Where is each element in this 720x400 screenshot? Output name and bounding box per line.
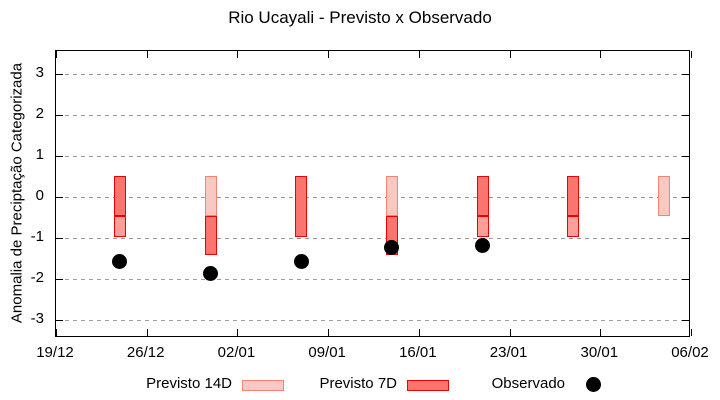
observed-dot xyxy=(475,237,491,253)
x-tick-mark xyxy=(146,329,148,336)
forecast-bar-segment xyxy=(113,175,126,217)
forecast-bar-segment xyxy=(204,216,217,256)
gridline xyxy=(57,115,688,117)
y-tick-mark xyxy=(56,156,63,158)
x-tick-label: 26/12 xyxy=(126,344,165,361)
x-tick-mark xyxy=(600,51,602,58)
gridline xyxy=(57,196,688,198)
x-tick-mark xyxy=(328,51,330,58)
y-tick-mark xyxy=(682,156,689,158)
x-tick-label: 06/02 xyxy=(671,344,709,361)
y-tick-label: -2 xyxy=(30,268,44,286)
gridline xyxy=(57,156,688,158)
forecast-bar-segment xyxy=(476,216,489,237)
observed-dot xyxy=(293,253,309,269)
x-tick-mark xyxy=(691,329,692,336)
forecast-bar-segment xyxy=(567,175,580,217)
y-tick-mark xyxy=(56,237,63,239)
forecast-bar-segment xyxy=(295,175,308,237)
x-tick-label: 19/12 xyxy=(36,344,74,361)
x-tick-mark xyxy=(418,329,420,336)
forecast-bar-segment xyxy=(567,216,580,237)
y-tick-label: 0 xyxy=(35,186,44,204)
gridline xyxy=(57,278,688,280)
forecast-bar-segment xyxy=(476,175,489,217)
gridline xyxy=(57,319,688,321)
gridline xyxy=(57,74,688,76)
y-tick-label: 1 xyxy=(35,146,44,164)
forecast-bar-segment xyxy=(204,175,217,217)
y-tick-mark xyxy=(682,319,689,321)
y-tick-mark xyxy=(682,196,689,198)
x-tick-label: 09/01 xyxy=(308,344,346,361)
y-tick-mark xyxy=(56,74,63,76)
x-tick-mark xyxy=(56,329,57,336)
plot-area xyxy=(55,50,692,337)
y-tick-label: -1 xyxy=(30,227,44,245)
x-tick-label: 02/01 xyxy=(217,344,256,361)
forecast-bar-segment xyxy=(385,175,398,217)
x-tick-label: 23/01 xyxy=(489,344,528,361)
legend-item-previsto-14d: Previsto 14D xyxy=(146,375,232,392)
x-tick-mark xyxy=(600,329,602,336)
x-tick-mark xyxy=(328,329,330,336)
y-tick-mark xyxy=(56,196,63,198)
y-tick-mark xyxy=(56,115,63,117)
y-tick-label: 3 xyxy=(35,64,44,82)
x-tick-label: 16/01 xyxy=(399,344,437,361)
y-tick-mark xyxy=(56,319,63,321)
y-tick-mark xyxy=(682,278,689,280)
y-tick-label: -3 xyxy=(30,309,44,327)
y-tick-mark xyxy=(682,115,689,117)
legend-item-observado: Observado xyxy=(491,375,565,392)
x-tick-mark xyxy=(237,329,239,336)
y-tick-label: 2 xyxy=(35,105,44,123)
x-tick-mark xyxy=(237,51,239,58)
observed-dot xyxy=(203,266,218,282)
legend-item-previsto-7d: Previsto 7D xyxy=(319,375,397,392)
x-tick-mark xyxy=(146,51,148,58)
y-tick-mark xyxy=(682,74,689,76)
x-tick-label: 30/01 xyxy=(580,344,619,361)
y-tick-mark xyxy=(56,278,63,280)
chart-title: Rio Ucayali - Previsto x Observado xyxy=(228,8,492,27)
forecast-bar-segment xyxy=(113,216,126,237)
x-tick-mark xyxy=(509,51,511,58)
observed-dot xyxy=(112,253,128,269)
gridline xyxy=(57,237,688,239)
legend-observed-dot-icon xyxy=(586,377,601,392)
observed-dot xyxy=(384,239,400,255)
x-tick-mark xyxy=(691,51,692,58)
legend-swatch-previsto-14d-icon xyxy=(242,380,284,391)
forecast-bar-segment xyxy=(658,175,671,217)
x-tick-mark xyxy=(509,329,511,336)
x-tick-mark xyxy=(418,51,420,58)
y-tick-mark xyxy=(682,237,689,239)
x-tick-mark xyxy=(56,51,57,58)
legend-swatch-previsto-7d-icon xyxy=(407,380,449,391)
